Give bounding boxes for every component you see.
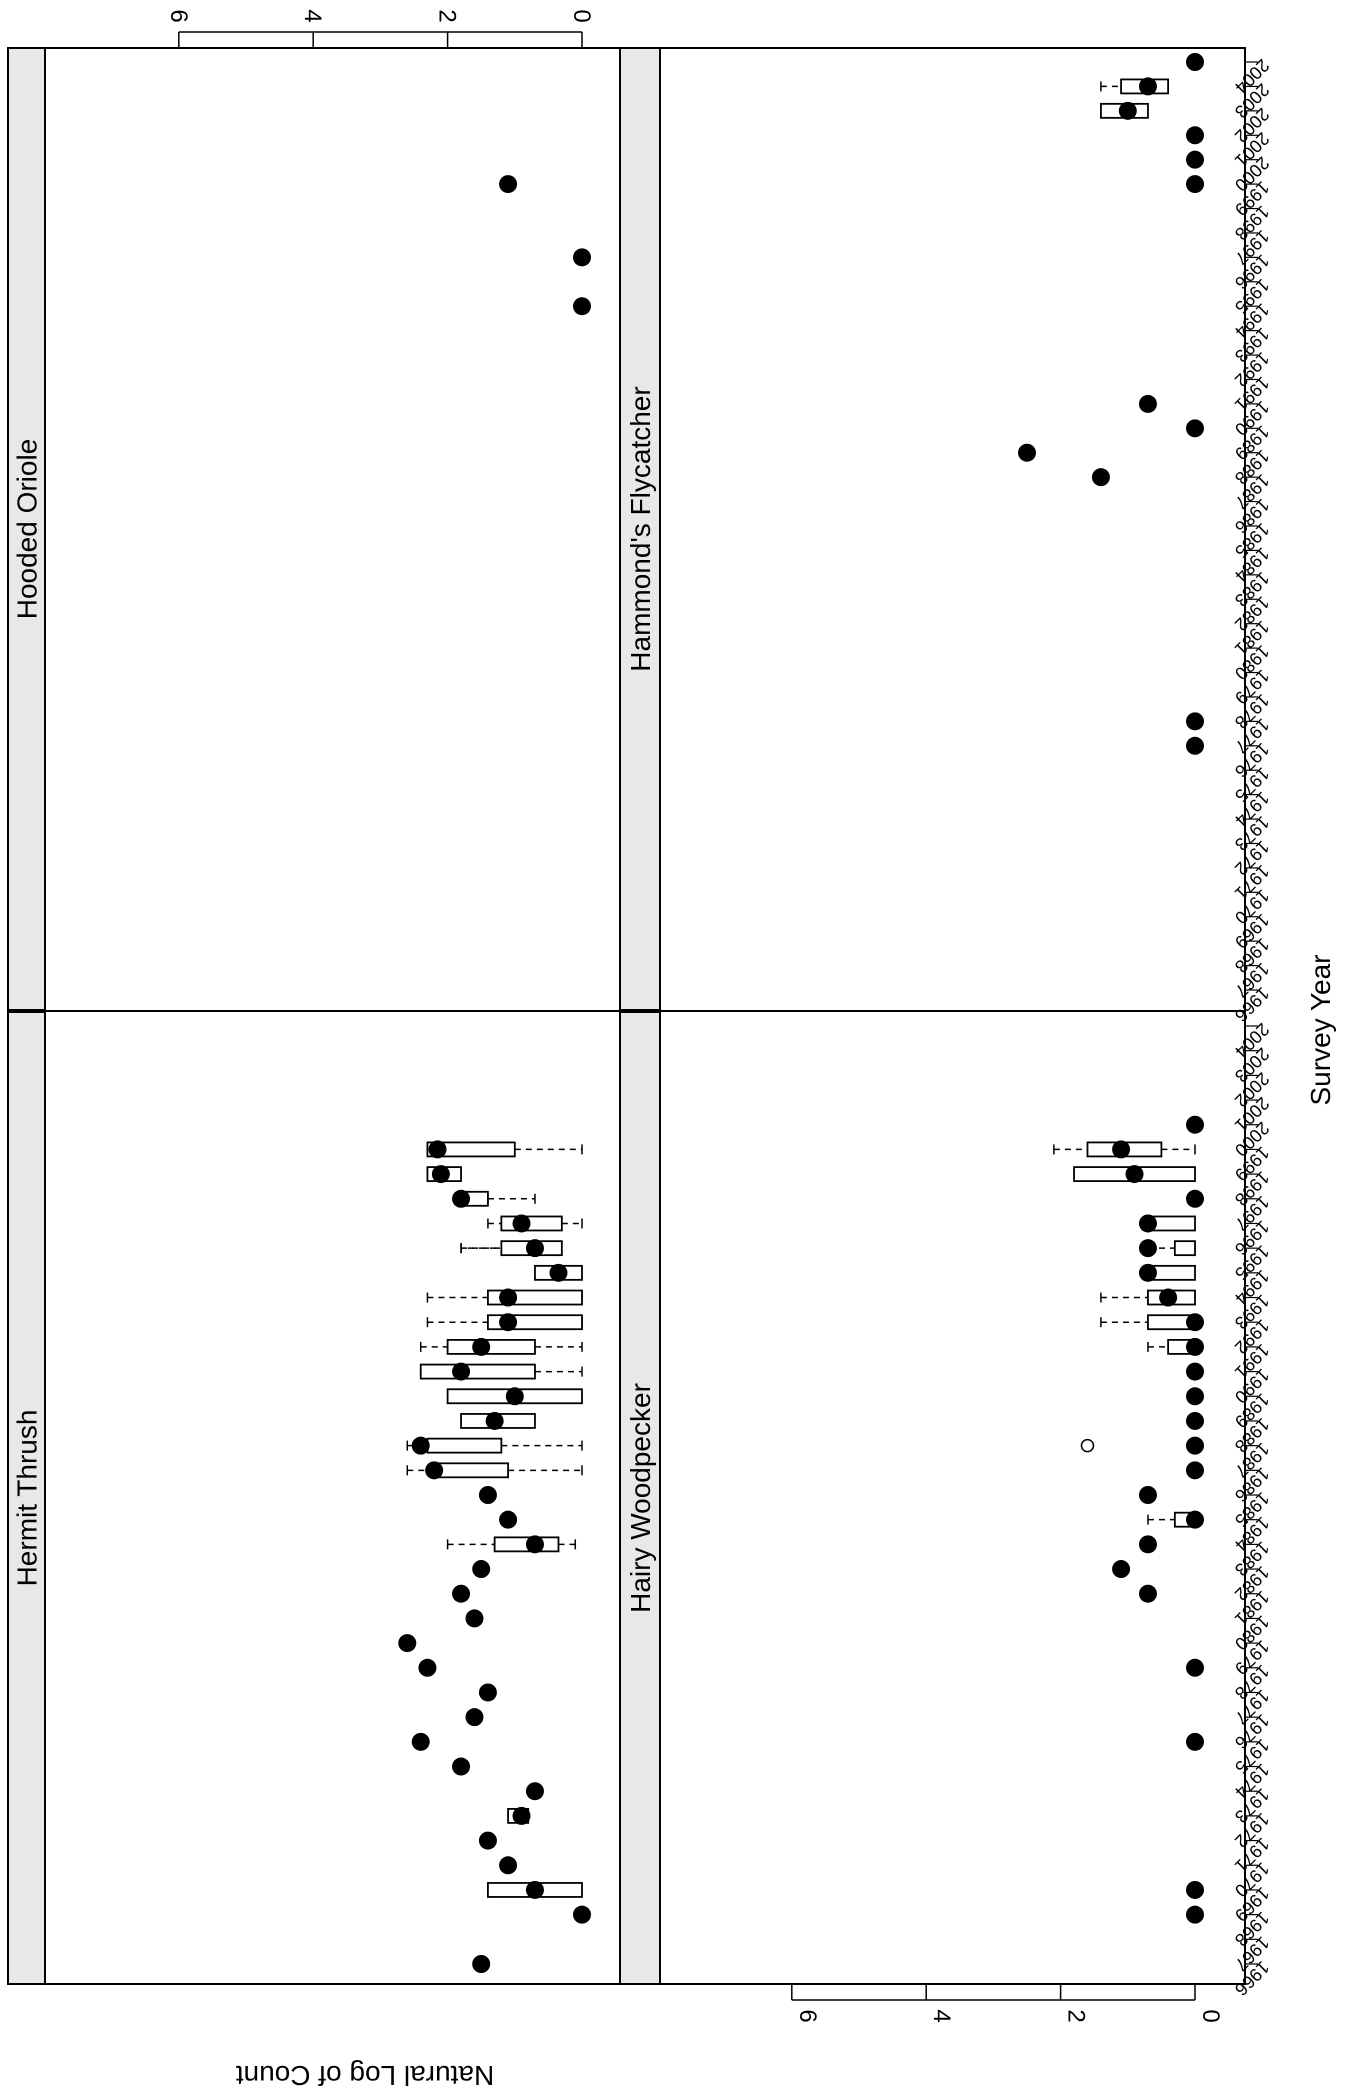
median-point xyxy=(1138,1584,1157,1603)
median-point xyxy=(1159,1288,1178,1307)
median-point xyxy=(1186,1115,1204,1134)
median-point xyxy=(425,1461,444,1480)
median-point xyxy=(1112,1140,1131,1159)
median-point xyxy=(1091,468,1110,487)
median-point xyxy=(472,1955,491,1973)
panel-title: Hammond's Flycatcher xyxy=(625,386,656,671)
median-point xyxy=(512,1214,531,1233)
y-tick-label: 2 xyxy=(1063,2009,1090,2022)
median-point xyxy=(465,1708,484,1727)
median-point xyxy=(1138,1214,1157,1233)
median-point xyxy=(478,1831,497,1850)
median-point xyxy=(1186,1880,1204,1899)
median-point xyxy=(452,1584,471,1603)
median-point xyxy=(525,1880,544,1899)
median-point xyxy=(1138,1535,1157,1554)
median-point xyxy=(478,1683,497,1702)
median-point xyxy=(505,1387,524,1406)
median-point xyxy=(1118,101,1137,120)
y-tick-label: 6 xyxy=(165,9,192,22)
median-point xyxy=(525,1782,544,1801)
outlier-point xyxy=(1080,1438,1095,1453)
median-point xyxy=(1186,1732,1204,1751)
median-point xyxy=(573,1905,591,1924)
median-point xyxy=(499,1313,518,1332)
median-point xyxy=(573,248,591,267)
box xyxy=(1173,1240,1196,1257)
median-point xyxy=(1186,1658,1204,1677)
y-tick-label: 0 xyxy=(568,9,595,22)
median-point xyxy=(452,1362,471,1381)
box xyxy=(433,1462,509,1479)
median-point xyxy=(1186,150,1204,169)
median-point xyxy=(1186,1461,1204,1480)
panel-title: Hooded Oriole xyxy=(12,439,43,620)
box xyxy=(419,1363,536,1380)
y-tick-label: 4 xyxy=(928,2009,955,2022)
median-point xyxy=(499,175,518,194)
median-point xyxy=(1186,1337,1204,1356)
y-tick-label: 2 xyxy=(434,9,461,22)
median-point xyxy=(1138,1263,1157,1282)
median-point xyxy=(1186,1510,1204,1529)
median-point xyxy=(411,1436,430,1455)
median-point xyxy=(1186,1436,1204,1455)
box xyxy=(500,1215,563,1232)
median-point xyxy=(1186,1411,1204,1430)
median-point xyxy=(499,1510,518,1529)
panel-strip xyxy=(619,1011,661,1985)
panel-strip xyxy=(619,47,661,1011)
median-point xyxy=(1186,126,1204,145)
median-point xyxy=(1186,1387,1204,1406)
median-point xyxy=(1138,1486,1157,1504)
median-point xyxy=(472,1560,491,1579)
box xyxy=(426,1437,503,1454)
y-tick-label: 0 xyxy=(1197,2009,1224,2022)
median-point xyxy=(1138,394,1157,413)
median-point xyxy=(512,1806,531,1825)
median-point xyxy=(499,1288,518,1307)
median-point xyxy=(452,1189,471,1208)
panel-title: Hairy Woodpecker xyxy=(625,1383,656,1613)
median-point xyxy=(1138,1239,1157,1258)
median-point xyxy=(1186,1362,1204,1381)
x-axis-label: Survey Year xyxy=(1305,955,1336,1106)
median-point xyxy=(1186,53,1204,71)
median-point xyxy=(1112,1560,1131,1579)
y-tick-label: 6 xyxy=(794,2009,821,2022)
panel-strip xyxy=(7,1011,46,1985)
median-point xyxy=(465,1609,484,1628)
y-tick-label: 4 xyxy=(299,9,326,22)
median-point xyxy=(1186,712,1204,731)
box xyxy=(426,1141,516,1158)
median-point xyxy=(525,1535,544,1554)
median-point xyxy=(1125,1165,1144,1184)
median-point xyxy=(1186,419,1204,438)
box xyxy=(446,1338,536,1355)
median-point xyxy=(499,1856,518,1875)
median-point xyxy=(431,1165,450,1184)
median-point xyxy=(1018,443,1036,462)
median-point xyxy=(398,1634,417,1653)
median-point xyxy=(418,1658,437,1677)
median-point xyxy=(411,1732,430,1751)
median-point xyxy=(1186,736,1204,755)
median-point xyxy=(1138,77,1157,96)
median-point xyxy=(428,1140,447,1159)
median-point xyxy=(1186,175,1204,194)
median-point xyxy=(472,1337,491,1356)
median-point xyxy=(485,1411,504,1430)
median-point xyxy=(1186,1313,1204,1332)
median-point xyxy=(573,297,591,316)
median-point xyxy=(525,1239,544,1258)
median-point xyxy=(549,1263,568,1282)
median-point xyxy=(1186,1189,1204,1208)
y-axis-label: Natural Log of Count xyxy=(236,2060,495,2091)
median-point xyxy=(478,1486,497,1504)
median-point xyxy=(1186,1905,1204,1924)
panel-title: Hermit Thrush xyxy=(12,1410,43,1587)
median-point xyxy=(452,1757,471,1776)
panel-strip xyxy=(7,47,46,1011)
